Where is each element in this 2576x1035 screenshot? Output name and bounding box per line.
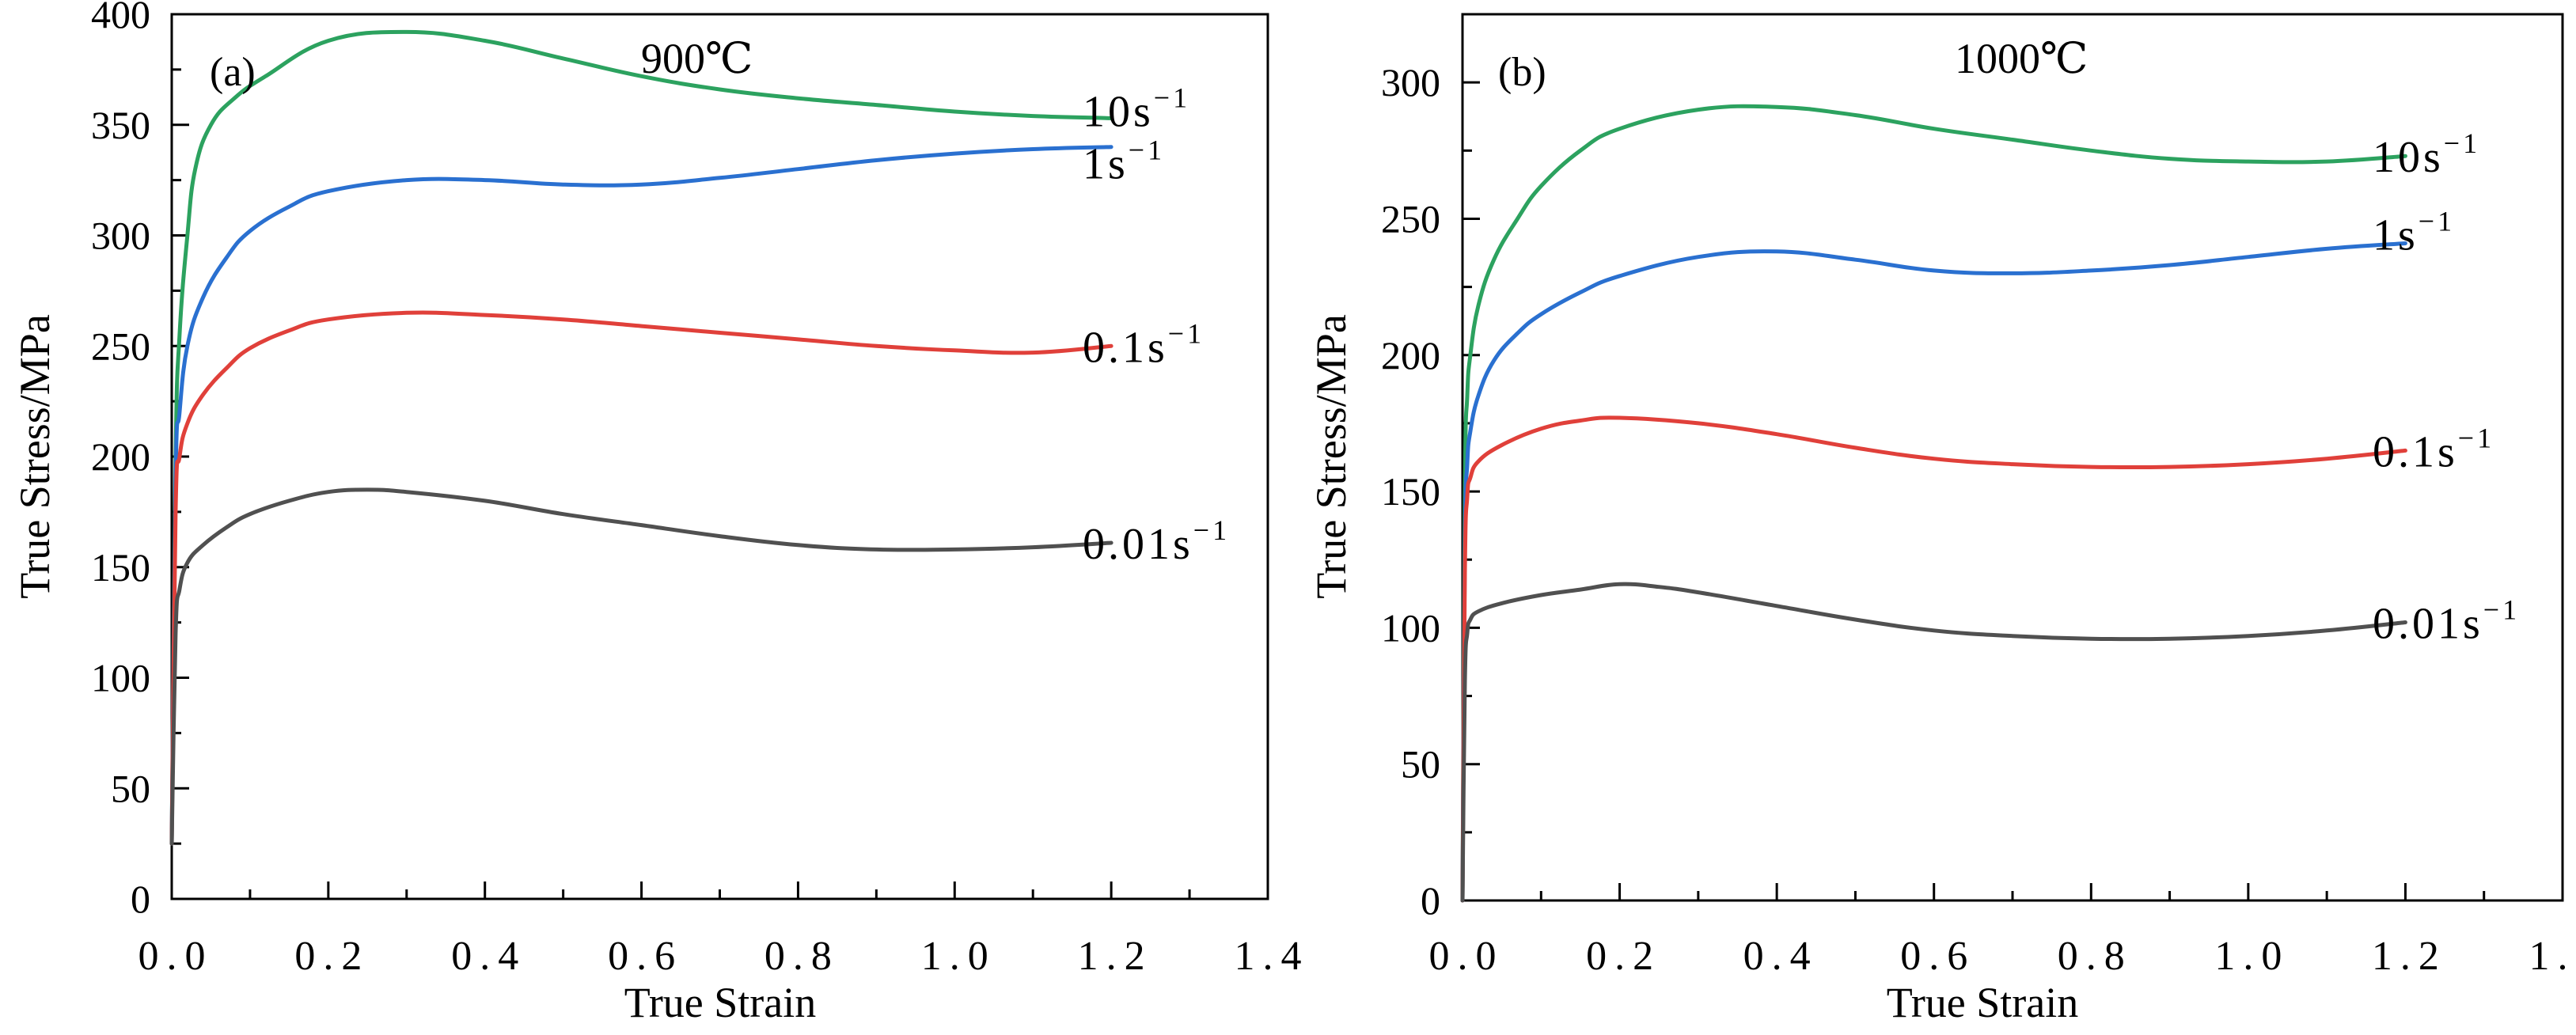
panel-b-plot-frame	[1461, 13, 2564, 902]
panel-a-x-tick-labels: 0.0 0.2 0.4 0.6 0.8 1.0 1.2 1.4	[138, 934, 1310, 979]
panel-a-y-tick-label: 100	[91, 656, 150, 700]
panel-b-x-tick-labels: 0.0 0.2 0.4 0.6 0.8 1.0 1.2 1.4	[1429, 934, 2576, 979]
panel-b-y-tick-label: 0	[1421, 878, 1440, 923]
panel-b-series-0_01s-line	[1460, 582, 2407, 903]
panel-a-y-tick-label: 0	[131, 877, 150, 921]
panel-b-y-tick-label: 150	[1381, 469, 1440, 514]
panel-b-x-tick-label: 0.2	[1586, 934, 1661, 979]
panel-b-ticks	[1461, 81, 2564, 902]
panel-a-y-tick-label: 150	[91, 545, 150, 590]
panel-a-y-tick-label: 400	[91, 0, 150, 36]
panel-a-y-tick-label: 200	[91, 434, 150, 479]
panel-a-series-1s-line	[169, 145, 1113, 846]
panel-a-x-tick-label: 1.4	[1235, 934, 1310, 979]
panel-b-series-1s-line	[1460, 241, 2407, 903]
panel-a-x-tick-label: 1.0	[921, 934, 996, 979]
panel-a-900c: 10s−11s−1 0.1s−1 0.01s−1 0.0 0.2 0.4 0.6 0.8 1.…	[11, 0, 1310, 1026]
panel-b-y-tick-label: 200	[1381, 333, 1440, 377]
panel-a-series-labels: 10s−11s−1 0.1s−1 0.01s−1	[1083, 82, 1230, 569]
panel-b-1000c: 10s−1 1s−1 0.1s−1 0.01s−1 0.0 0.2 0.4 0.6 0.8 1.…	[1307, 13, 2576, 1026]
panel-a-y-tick-label: 300	[91, 214, 150, 258]
panel-a-x-tick-label: 0.2	[294, 934, 370, 979]
panel-b-series-labels: 10s−1 1s−1 0.1s−1 0.01s−1	[2373, 127, 2520, 648]
panel-b-y-tick-labels: 0 50 100 150 200 250 300	[1381, 60, 1440, 923]
panel-b-x-tick-label: 1.4	[2529, 934, 2576, 979]
panel-a-x-tick-label: 0.8	[764, 934, 840, 979]
panel-a-series-10s-line	[169, 29, 1113, 846]
panel-a-y-tick-label: 250	[91, 324, 150, 368]
panel-a-y-tick-label: 50	[111, 766, 150, 810]
panel-b-tag: (b)	[1498, 50, 1546, 95]
panel-b-series-10s-line	[1460, 104, 2407, 903]
panel-b-y-tick-label: 250	[1381, 196, 1440, 241]
panel-a-x-tick-label: 0.4	[451, 934, 526, 979]
panel-b-y-axis-title: True Stress/MPa	[1307, 314, 1355, 599]
panel-b-y-tick-label: 50	[1401, 742, 1440, 787]
panel-a-y-tick-label: 350	[91, 103, 150, 147]
panel-b-x-tick-label: 0.4	[1743, 934, 1819, 979]
panel-b-x-tick-label: 0.8	[2058, 934, 2133, 979]
panel-b-x-tick-label: 0.0	[1429, 934, 1504, 979]
panel-a-series-10s-label: 10s−1	[1083, 82, 1190, 136]
panel-a-series-group	[169, 29, 1113, 846]
panel-b-x-tick-label: 1.0	[2214, 934, 2290, 979]
panel-a-temperature-title: 900℃	[641, 35, 753, 82]
panel-a-series-0_1s-line	[169, 310, 1113, 846]
panel-a-series-0_1s-label: 0.1s−1	[1083, 317, 1205, 372]
panel-a-x-tick-label: 1.2	[1078, 934, 1153, 979]
panel-a-series-1s-label: 1s−1	[1083, 135, 1165, 189]
panel-b-y-tick-label: 100	[1381, 605, 1440, 650]
panel-b-y-tick-label: 300	[1381, 60, 1440, 104]
panel-b-series-1s-label: 1s−1	[2373, 205, 2455, 260]
panel-a-tag: (a)	[210, 50, 256, 95]
panel-b-series-0_1s-line	[1460, 415, 2407, 903]
panel-a-y-tick-labels: 0 50 100 150 200 250 300 350 400	[91, 0, 150, 921]
panel-a-series-0_01s-label: 0.01s−1	[1083, 514, 1230, 569]
panel-a-x-axis-title: True Strain	[624, 979, 817, 1026]
panel-a-y-axis-title: True Stress/MPa	[11, 314, 59, 599]
panel-b-x-tick-label: 0.6	[1900, 934, 1975, 979]
panel-b-series-0_01s-label: 0.01s−1	[2373, 593, 2520, 648]
panel-b-x-axis-title: True Strain	[1887, 979, 2079, 1026]
panel-a-series-0_01s-line	[169, 487, 1113, 846]
panel-a-x-tick-label: 0.6	[608, 934, 683, 979]
panel-b-series-10s-label: 10s−1	[2373, 127, 2480, 182]
panel-a-plot-frame	[170, 13, 1269, 900]
panel-b-x-tick-label: 1.2	[2372, 934, 2447, 979]
panel-a-x-tick-label: 0.0	[138, 934, 214, 979]
panel-b-series-group	[1460, 104, 2407, 903]
panel-b-series-0_1s-label: 0.1s−1	[2373, 422, 2494, 476]
panel-b-temperature-title: 1000℃	[1955, 35, 2088, 82]
